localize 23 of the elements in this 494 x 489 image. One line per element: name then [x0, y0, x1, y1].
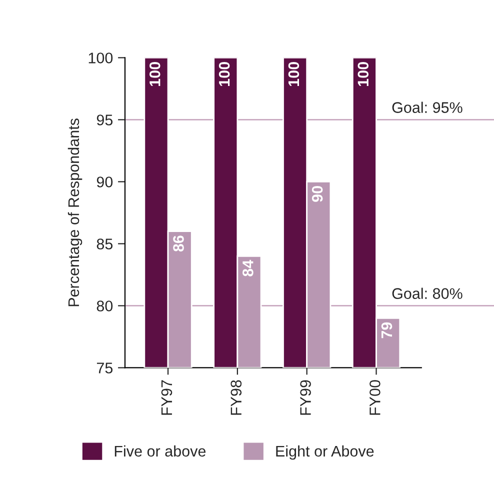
data-label: 90: [312, 186, 323, 202]
y-tick-label: 95: [96, 114, 113, 126]
data-label: 100: [150, 62, 160, 86]
ref-line-label: Goal: 95%: [392, 102, 462, 113]
data-label: 84: [242, 260, 254, 276]
x-tick-label: FY97: [161, 380, 172, 415]
y-axis-title: Percentage of Respondants: [68, 118, 82, 306]
x-tick-label: FY98: [230, 380, 242, 415]
data-label: 86: [173, 236, 184, 252]
data-label: 100: [288, 62, 300, 86]
y-tick-label: 90: [96, 176, 113, 188]
y-tick-label: 75: [96, 362, 113, 374]
legend-label: Eight or Above: [276, 445, 374, 460]
data-label: 100: [218, 62, 230, 86]
x-tick-label: FY99: [300, 380, 311, 415]
legend-label: Five or above: [114, 445, 206, 457]
data-label: 79: [381, 322, 392, 338]
y-tick-label: 80: [96, 300, 113, 312]
data-label: 100: [358, 62, 369, 86]
x-tick-label: FY00: [370, 380, 380, 415]
ref-line-label: Goal: 80%: [392, 288, 462, 299]
y-tick-label: 100: [88, 52, 113, 64]
y-tick-label: 85: [96, 238, 113, 250]
